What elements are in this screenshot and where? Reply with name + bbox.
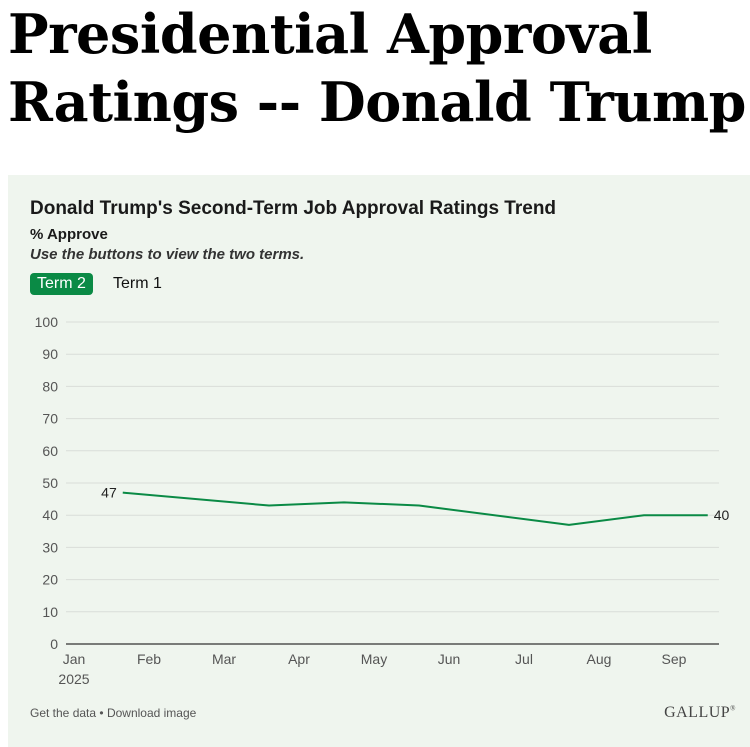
y-tick-label: 40	[42, 507, 58, 523]
y-tick-label: 90	[42, 346, 58, 362]
y-tick-label: 50	[42, 475, 58, 491]
x-tick-label: Mar	[212, 651, 236, 667]
x-tick-label: Aug	[587, 651, 612, 667]
y-tick-label: 100	[35, 314, 59, 330]
chart-panel: Donald Trump's Second-Term Job Approval …	[8, 175, 750, 747]
x-tick-label: Apr	[288, 651, 310, 667]
y-tick-label: 80	[42, 378, 58, 394]
x-tick-label: May	[361, 651, 387, 667]
y-tick-label: 70	[42, 411, 58, 427]
page-title: Presidential Approval Ratings -- Donald …	[8, 2, 746, 134]
data-label: 40	[714, 507, 730, 523]
download-image-link[interactable]: Download image	[106, 706, 197, 720]
y-tick-label: 0	[50, 636, 58, 652]
x-tick-label: Sep	[662, 651, 687, 667]
footer-links: Get the data • Download image	[30, 706, 196, 720]
data-label: 47	[101, 485, 117, 501]
x-tick-label: Jan	[63, 651, 86, 667]
chart-instruction: Use the buttons to view the two terms.	[30, 246, 305, 263]
term-1-button[interactable]: Term 1	[113, 275, 162, 292]
chart-title: Donald Trump's Second-Term Job Approval …	[30, 198, 557, 219]
series-line-0	[122, 491, 708, 526]
x-tick-label: Jul	[515, 651, 533, 667]
x-tick-label: Feb	[137, 651, 161, 667]
get-data-link[interactable]: Get the data	[30, 706, 97, 720]
y-tick-label: 10	[42, 604, 58, 620]
gallup-logo: GALLUP®	[664, 704, 736, 721]
x-tick-sublabel: 2025	[58, 671, 89, 687]
term-2-button[interactable]: Term 2	[30, 273, 93, 295]
line-chart: 0 10 20 30 40 50 60 70 80 90 100 Jan 2025 Feb Mar Apr Ma…	[35, 314, 730, 687]
x-tick-label: Jun	[438, 651, 461, 667]
chart-subtitle: % Approve	[30, 226, 108, 243]
y-tick-label: 30	[42, 539, 58, 555]
y-tick-label: 60	[42, 443, 58, 459]
footer-separator: •	[99, 706, 104, 720]
y-tick-label: 20	[42, 572, 58, 588]
